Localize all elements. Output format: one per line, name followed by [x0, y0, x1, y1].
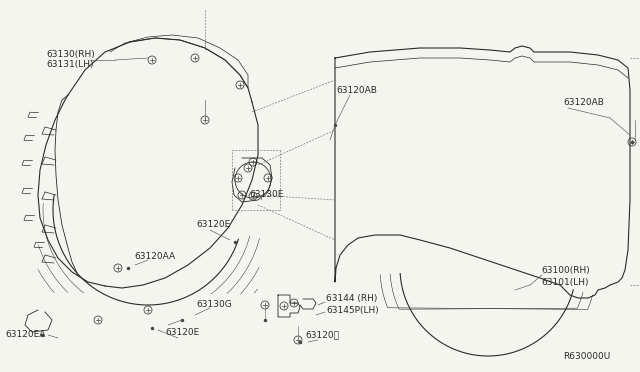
- Text: 63120〕: 63120〕: [305, 330, 339, 339]
- Text: 63101(LH): 63101(LH): [541, 278, 589, 287]
- Text: 63145P(LH): 63145P(LH): [326, 306, 379, 315]
- Text: 63144 (RH): 63144 (RH): [326, 294, 378, 303]
- Text: 63120AA: 63120AA: [134, 252, 175, 261]
- Text: R630000U: R630000U: [563, 352, 611, 361]
- Text: 63131(LH): 63131(LH): [46, 60, 93, 69]
- Text: 63120E: 63120E: [196, 220, 230, 229]
- Text: 63120AB: 63120AB: [336, 86, 377, 95]
- Text: 63120EA: 63120EA: [5, 330, 45, 339]
- Text: 63130(RH): 63130(RH): [46, 50, 95, 59]
- Text: 63100(RH): 63100(RH): [541, 266, 589, 275]
- Text: 63120E: 63120E: [165, 328, 199, 337]
- Text: 63120AB: 63120AB: [563, 98, 604, 107]
- Text: 63130G: 63130G: [196, 300, 232, 309]
- Text: 63130E: 63130E: [249, 190, 284, 199]
